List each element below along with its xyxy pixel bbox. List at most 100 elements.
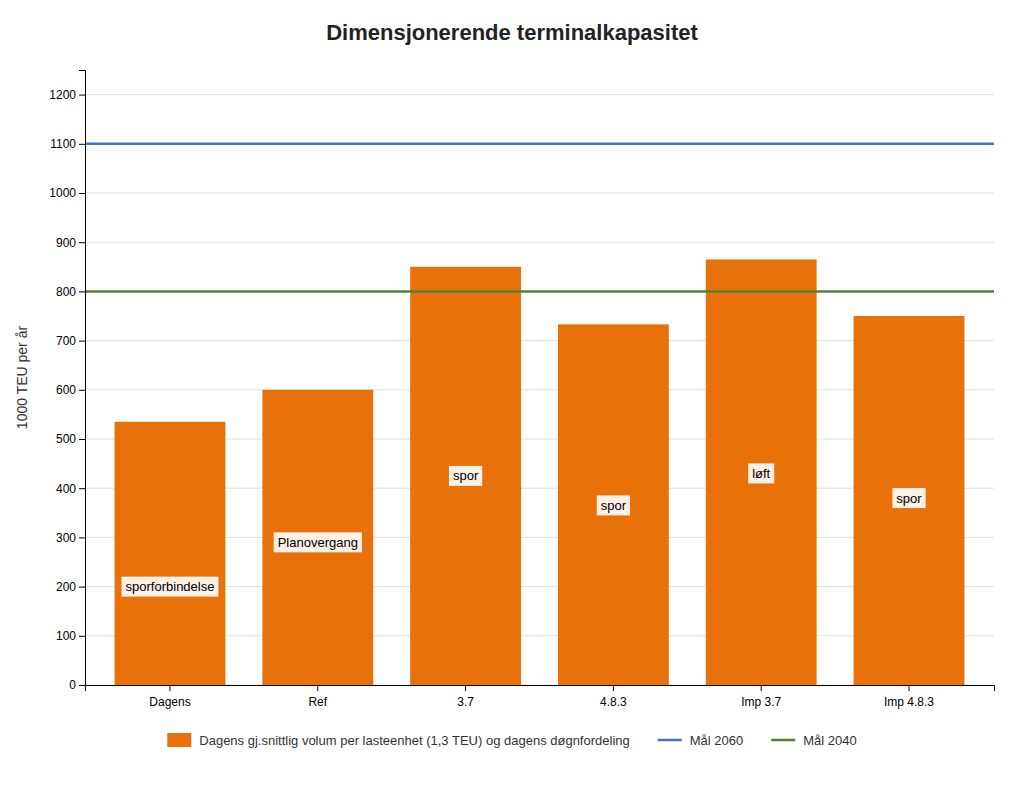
legend-label: Dagens gj.snittlig volum per lasteenhet … — [199, 733, 629, 748]
bar — [115, 422, 226, 685]
legend: Dagens gj.snittlig volum per lasteenhet … — [167, 733, 856, 748]
annotation-box — [274, 532, 362, 552]
annotation: spor — [449, 466, 482, 486]
y-axis: 0 100 200 300 400 500 600 700 800 900 1000 1100 1200 — [49, 71, 85, 693]
grid-line — [85, 242, 994, 243]
axis-line — [79, 71, 86, 686]
title: Dimensjonerende terminalkapasitet — [326, 20, 698, 45]
y-tick: 0 — [69, 678, 85, 692]
tick-label: 0 — [69, 678, 76, 692]
tick-label: Imp 3.7 — [741, 695, 781, 709]
tick-mark — [79, 537, 85, 538]
tick-mark — [79, 390, 85, 391]
y-tick: 500 — [56, 432, 85, 446]
y-tick: 200 — [56, 580, 85, 594]
tick-label: 100 — [56, 629, 76, 643]
x-tick: Imp 4.8.3 — [884, 685, 934, 709]
tick-label: Dagens — [149, 695, 190, 709]
y-tick: 600 — [56, 383, 85, 397]
y-tick: 1000 — [49, 186, 85, 200]
x-tick: 3.7 — [457, 685, 474, 709]
x-tick: Dagens — [149, 685, 190, 709]
grid — [85, 95, 994, 685]
bar — [410, 267, 521, 685]
bar — [854, 316, 965, 685]
tick-label: 1100 — [50, 137, 76, 151]
tick-label: 700 — [56, 334, 76, 348]
tick-label: 200 — [56, 580, 76, 594]
tick-label: Imp 4.8.3 — [884, 695, 934, 709]
tick-label: Ref — [308, 695, 327, 709]
annotation: sporforbindelse — [122, 577, 219, 597]
legend-label: Mål 2040 — [803, 733, 856, 748]
tick-mark — [79, 291, 85, 292]
annotation: spor — [896, 491, 922, 506]
x-tick: Imp 3.7 — [741, 685, 781, 709]
axis-line — [86, 686, 995, 692]
tick-label: 1200 — [49, 88, 76, 102]
y-tick: 400 — [56, 482, 85, 496]
axis-title: 1000 TEU per år — [14, 326, 30, 430]
annotation: spor — [453, 468, 479, 483]
y-tick: 800 — [56, 285, 85, 299]
annotation: spor — [597, 495, 630, 515]
tick-mark — [79, 439, 85, 440]
x-axis: Dagens Ref 3.7 4.8.3 Imp 3.7 Imp 4.8.3 — [86, 685, 995, 709]
grid-line — [85, 291, 994, 292]
tick-mark — [79, 95, 85, 96]
tick-label: 800 — [56, 285, 76, 299]
tick-label: 300 — [56, 531, 76, 545]
bar — [262, 390, 373, 685]
tick-label: 600 — [56, 383, 76, 397]
tick-mark — [79, 193, 85, 194]
tick-mark — [79, 587, 85, 588]
tick-mark — [79, 488, 85, 489]
y-tick: 100 — [56, 629, 85, 643]
tick-mark — [761, 685, 762, 691]
annotation-box — [597, 495, 630, 515]
legend-swatch — [167, 733, 191, 747]
reference-line — [85, 290, 994, 293]
tick-mark — [909, 685, 910, 691]
annotation: sporforbindelse — [126, 579, 215, 594]
tick-label: 3.7 — [457, 695, 474, 709]
tick-label: 4.8.3 — [600, 695, 627, 709]
tick-mark — [79, 341, 85, 342]
tick-mark — [79, 636, 85, 637]
y-tick: 700 — [56, 334, 85, 348]
tick-mark — [79, 685, 85, 686]
annotation: Planovergang — [278, 535, 358, 550]
legend-swatch — [658, 739, 682, 742]
tick-label: 500 — [56, 432, 76, 446]
tick-label: 400 — [56, 482, 76, 496]
y-tick: 1200 — [49, 88, 85, 102]
x-tick: 4.8.3 — [600, 685, 627, 709]
tick-mark — [79, 242, 85, 243]
legend-item: Dagens gj.snittlig volum per lasteenhet … — [167, 733, 629, 748]
reference-lines — [85, 144, 994, 292]
annotations: sporforbindelsePlanovergangsporsporløfts… — [122, 463, 926, 596]
marks — [85, 144, 994, 685]
chart: Dagens Ref 3.7 4.8.3 Imp 3.7 Imp 4.8.3 0 100 200… — [0, 0, 1024, 805]
annotation-box — [122, 577, 219, 597]
bar — [706, 259, 817, 685]
legend-swatch — [771, 739, 795, 742]
legend-item: Mål 2040 — [771, 733, 856, 748]
tick-mark — [465, 685, 466, 691]
tick-mark — [169, 685, 170, 691]
bar-series — [115, 259, 965, 685]
y-tick: 900 — [56, 236, 85, 250]
bar — [558, 324, 669, 685]
x-tick: Ref — [308, 685, 327, 709]
annotation: spor — [601, 498, 627, 513]
legend-label: Mål 2060 — [690, 733, 743, 748]
annotation: Planovergang — [274, 532, 362, 552]
y-tick: 1100 — [50, 137, 85, 151]
plot: Dagens Ref 3.7 4.8.3 Imp 3.7 Imp 4.8.3 0 100 200… — [14, 71, 995, 710]
reference-line — [85, 143, 994, 146]
y-tick: 300 — [56, 531, 85, 545]
tick-mark — [613, 685, 614, 691]
grid-line — [85, 94, 994, 95]
tick-label: 1000 — [49, 186, 76, 200]
tick-mark — [317, 685, 318, 691]
